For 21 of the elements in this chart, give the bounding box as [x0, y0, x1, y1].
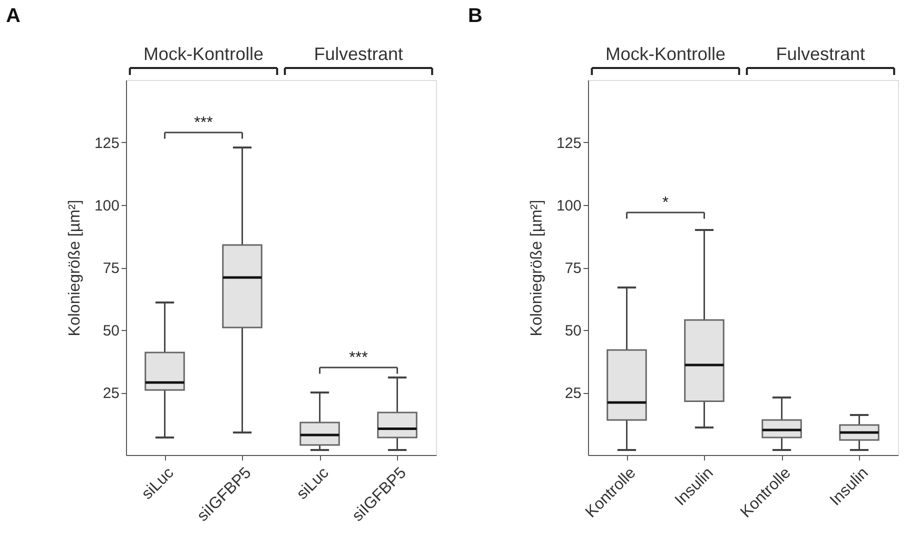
y-axis-title: Koloniegröße [µm²] [528, 200, 546, 336]
y-tick-label: 125 [556, 135, 582, 152]
annotation: * [662, 194, 669, 212]
y-tick-label: 25 [564, 385, 582, 402]
y-tick-label: 25 [102, 385, 120, 402]
y-tick-label: 50 [564, 322, 582, 340]
text: Mock-Kontrolle [605, 44, 726, 64]
y-tick-label: 50 [102, 322, 120, 340]
y-tick-label: 100 [94, 198, 120, 214]
y-tick-label: 75 [102, 260, 120, 277]
annotation: *** [194, 114, 213, 132]
chart-title: B [468, 5, 482, 27]
y-axis-title: Koloniegröße [µm²] [66, 200, 84, 336]
text: Fulvestrant [776, 44, 866, 64]
annotation: *** [349, 350, 368, 366]
y-tick-label: 100 [556, 198, 582, 214]
text: Fulvestrant [314, 44, 404, 64]
chart-title: A [6, 5, 20, 27]
text: Mock-Kontrolle [143, 44, 264, 64]
y-tick-label: 125 [94, 135, 120, 152]
y-tick-label: 75 [564, 260, 582, 277]
